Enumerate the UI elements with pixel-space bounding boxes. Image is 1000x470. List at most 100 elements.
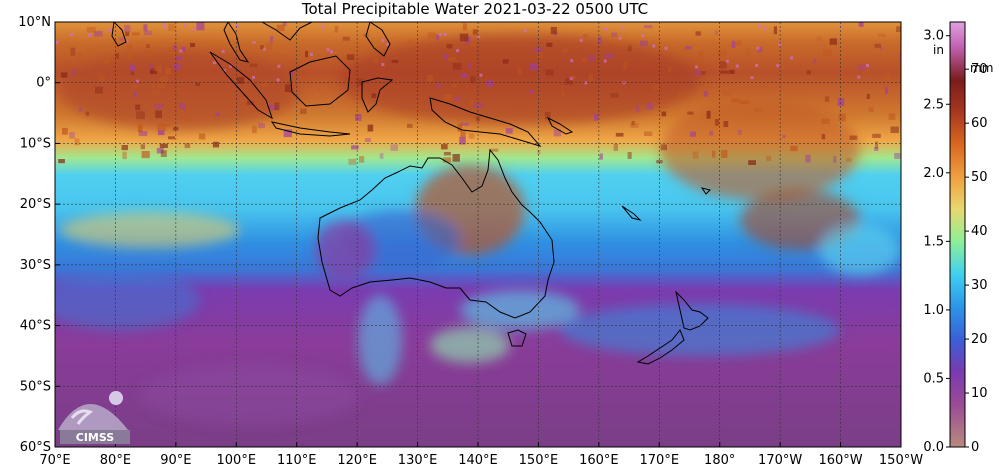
tpw-pixel — [473, 102, 483, 109]
tpw-pixel-texture — [55, 22, 901, 165]
colorbar-mm-label: 30 — [971, 278, 988, 293]
tpw-pixel — [714, 30, 718, 35]
tpw-pixel — [523, 29, 527, 33]
tpw-pixel — [731, 40, 736, 48]
tpw-pixel — [824, 96, 830, 102]
tpw-pixel — [599, 153, 603, 160]
tpw-pixel — [300, 108, 307, 115]
tpw-pixel — [536, 52, 544, 59]
tpw-pixel — [364, 138, 371, 142]
tpw-pixel — [69, 132, 75, 139]
tpw-pixel — [582, 34, 589, 38]
tpw-pixel — [135, 79, 139, 83]
longitude-tick-label: 100°E — [217, 453, 257, 468]
tpw-pixel — [86, 27, 96, 33]
tpw-pixel — [879, 46, 884, 50]
tpw-pixel — [198, 133, 206, 140]
tpw-pixel — [816, 36, 822, 41]
tpw-pixel — [722, 90, 732, 96]
tpw-pixel — [143, 24, 148, 32]
tpw-pixel — [95, 86, 103, 94]
colorbar-in-label: 0.5 — [923, 371, 944, 386]
tpw-pixel — [486, 79, 495, 87]
tpw-pixel — [468, 133, 475, 139]
tpw-pixel — [381, 39, 385, 43]
tpw-pixel — [367, 124, 374, 132]
tpw-pixel — [695, 65, 698, 69]
indochina-coastline — [261, 22, 313, 41]
colorbar-in-label: 1.0 — [923, 303, 944, 318]
tpw-pixel — [103, 57, 109, 64]
tpw-pixel — [443, 32, 447, 36]
tpw-pixel — [720, 70, 729, 74]
tpw-pixel — [212, 141, 220, 148]
map-gridlines — [55, 22, 901, 447]
tpw-pixel — [778, 42, 782, 46]
tpw-pixel — [321, 25, 325, 29]
tpw-pixel — [502, 59, 509, 64]
tpw-pixel — [192, 27, 196, 31]
tpw-pixel — [70, 33, 74, 37]
tpw-pixel — [773, 26, 777, 35]
tasmania-coastline — [507, 329, 527, 347]
tpw-pixel — [456, 49, 460, 53]
tpw-pixel — [872, 133, 881, 138]
tpw-pixel — [305, 50, 308, 58]
tpw-pixel — [581, 57, 588, 62]
tpw-pixel — [141, 151, 150, 159]
tpw-pixel — [260, 45, 265, 50]
tpw-pixel — [373, 57, 379, 63]
tpw-pixel — [124, 24, 131, 33]
tpw-pixel — [721, 150, 728, 158]
tpw-pixel — [330, 50, 334, 54]
tpw-pixel — [71, 69, 76, 76]
tpw-pixel — [545, 69, 554, 76]
tpw-pixel — [459, 33, 469, 42]
tpw-pixel — [165, 67, 171, 75]
colorbar-in-label: 2.5 — [923, 97, 944, 112]
tpw-pixel — [714, 119, 720, 126]
tpw-pixel — [452, 154, 460, 162]
longitude-tick-label: 90°E — [160, 453, 191, 468]
tpw-pixel — [159, 143, 168, 148]
tpw-pixel — [122, 151, 127, 160]
sulawesi-coastline — [361, 77, 394, 113]
tpw-pixel — [131, 32, 140, 36]
tpw-pixel — [444, 143, 449, 149]
latitude-tick-label: 10°N — [18, 15, 51, 30]
tpw-pixel — [156, 147, 164, 154]
tpw-pixel — [173, 63, 181, 71]
tpw-pixel — [813, 59, 817, 63]
tpw-pixel — [863, 67, 869, 73]
tpw-pixel — [537, 149, 541, 155]
tpw-pixel — [391, 59, 399, 63]
tpw-pixel — [460, 73, 468, 78]
longitude-tick-label: 110°E — [277, 453, 317, 468]
tpw-pixel — [517, 68, 522, 76]
solomon-islands-coastline — [546, 116, 574, 135]
tpw-pixel — [750, 76, 754, 80]
tpw-pixel — [684, 46, 692, 50]
tpw-pixel — [351, 145, 359, 150]
longitude-tick-label: 120°E — [337, 453, 377, 468]
tpw-pixel — [735, 64, 739, 68]
tpw-pixel — [719, 61, 727, 69]
tpw-pixel — [85, 111, 90, 116]
tpw-pixel — [168, 23, 176, 32]
tpw-pixel — [443, 54, 448, 60]
tpw-pixel — [426, 74, 434, 83]
tpw-pixel — [137, 124, 143, 133]
tpw-pixel — [896, 26, 901, 32]
longitude-tick-label: 160°W — [818, 453, 862, 468]
tpw-pixel — [157, 84, 166, 89]
map-tick-labels: 10°N 0° 10°S 20°S 30°S 40°S 50°S 60°S70°E 80°E 90… — [18, 15, 923, 468]
tpw-pixel — [55, 40, 59, 44]
tpw-pixel — [587, 55, 596, 62]
sri-lanka-coastline — [111, 22, 127, 47]
colorbar-mm-label: 10 — [971, 386, 988, 401]
tpw-pixel — [55, 90, 61, 94]
tpw-moisture-features — [55, 35, 900, 425]
tpw-pixel — [630, 123, 639, 128]
tpw-pixel — [58, 159, 65, 164]
tpw-pixel — [441, 144, 448, 150]
